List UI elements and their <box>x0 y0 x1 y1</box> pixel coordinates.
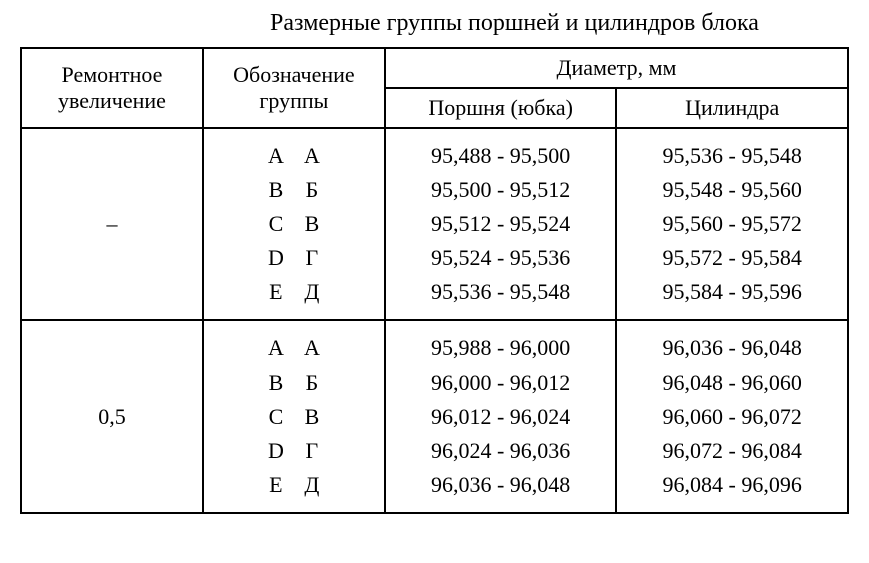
group-latin: A <box>266 331 286 365</box>
cylinder-diameter-cell: 96,036 - 96,04896,048 - 96,06096,060 - 9… <box>616 320 848 512</box>
repair-increase-cell: 0,5 <box>21 320 203 512</box>
group-cyrillic: Д <box>302 275 322 309</box>
piston-diameter-cell: 95,988 - 96,00096,000 - 96,01296,012 - 9… <box>385 320 617 512</box>
cylinder-diameter-value: 96,072 - 96,084 <box>627 434 837 468</box>
group-cyrillic: Б <box>302 173 322 207</box>
group-latin: D <box>266 434 286 468</box>
header-diameter: Диаметр, мм <box>385 48 848 88</box>
group-cyrillic: В <box>302 207 322 241</box>
group-cyrillic: Б <box>302 366 322 400</box>
cylinder-diameter-value: 95,572 - 95,584 <box>627 241 837 275</box>
group-cyrillic: Г <box>302 241 322 275</box>
header-cylinder: Цилиндра <box>616 88 848 128</box>
piston-diameter-value: 95,488 - 95,500 <box>396 139 606 173</box>
cylinder-diameter-value: 95,584 - 95,596 <box>627 275 837 309</box>
header-repair: Ремонтное увеличение <box>21 48 203 128</box>
cylinder-diameter-value: 96,048 - 96,060 <box>627 366 837 400</box>
group-cyrillic: А <box>302 331 322 365</box>
group-cyrillic: Д <box>302 468 322 502</box>
piston-diameter-value: 95,536 - 95,548 <box>396 275 606 309</box>
cylinder-diameter-value: 96,060 - 96,072 <box>627 400 837 434</box>
group-latin: B <box>266 173 286 207</box>
group-latin: B <box>266 366 286 400</box>
table-title: Размерные группы поршней и цилиндров бло… <box>20 10 849 37</box>
header-piston: Поршня (юбка) <box>385 88 617 128</box>
group-designation-cell: AАBБCВDГEД <box>203 128 385 320</box>
group-latin: E <box>266 275 286 309</box>
header-group: Обозначение группы <box>203 48 385 128</box>
group-cyrillic: В <box>302 400 322 434</box>
piston-diameter-value: 96,012 - 96,024 <box>396 400 606 434</box>
cylinder-diameter-value: 95,536 - 95,548 <box>627 139 837 173</box>
group-latin: E <box>266 468 286 502</box>
group-latin: A <box>266 139 286 173</box>
piston-diameter-value: 95,500 - 95,512 <box>396 173 606 207</box>
cylinder-diameter-value: 95,548 - 95,560 <box>627 173 837 207</box>
group-latin: D <box>266 241 286 275</box>
group-cyrillic: Г <box>302 434 322 468</box>
piston-diameter-value: 96,036 - 96,048 <box>396 468 606 502</box>
repair-increase-cell: – <box>21 128 203 320</box>
cylinder-diameter-value: 95,560 - 95,572 <box>627 207 837 241</box>
group-latin: C <box>266 207 286 241</box>
group-cyrillic: А <box>302 139 322 173</box>
piston-diameter-value: 96,000 - 96,012 <box>396 366 606 400</box>
group-latin: C <box>266 400 286 434</box>
group-designation-cell: AАBБCВDГEД <box>203 320 385 512</box>
piston-diameter-value: 96,024 - 96,036 <box>396 434 606 468</box>
piston-diameter-value: 95,988 - 96,000 <box>396 331 606 365</box>
cylinder-diameter-value: 96,084 - 96,096 <box>627 468 837 502</box>
piston-diameter-cell: 95,488 - 95,50095,500 - 95,51295,512 - 9… <box>385 128 617 320</box>
cylinder-diameter-value: 96,036 - 96,048 <box>627 331 837 365</box>
size-groups-table: Ремонтное увеличение Обозначение группы … <box>20 47 849 514</box>
piston-diameter-value: 95,524 - 95,536 <box>396 241 606 275</box>
cylinder-diameter-cell: 95,536 - 95,54895,548 - 95,56095,560 - 9… <box>616 128 848 320</box>
piston-diameter-value: 95,512 - 95,524 <box>396 207 606 241</box>
